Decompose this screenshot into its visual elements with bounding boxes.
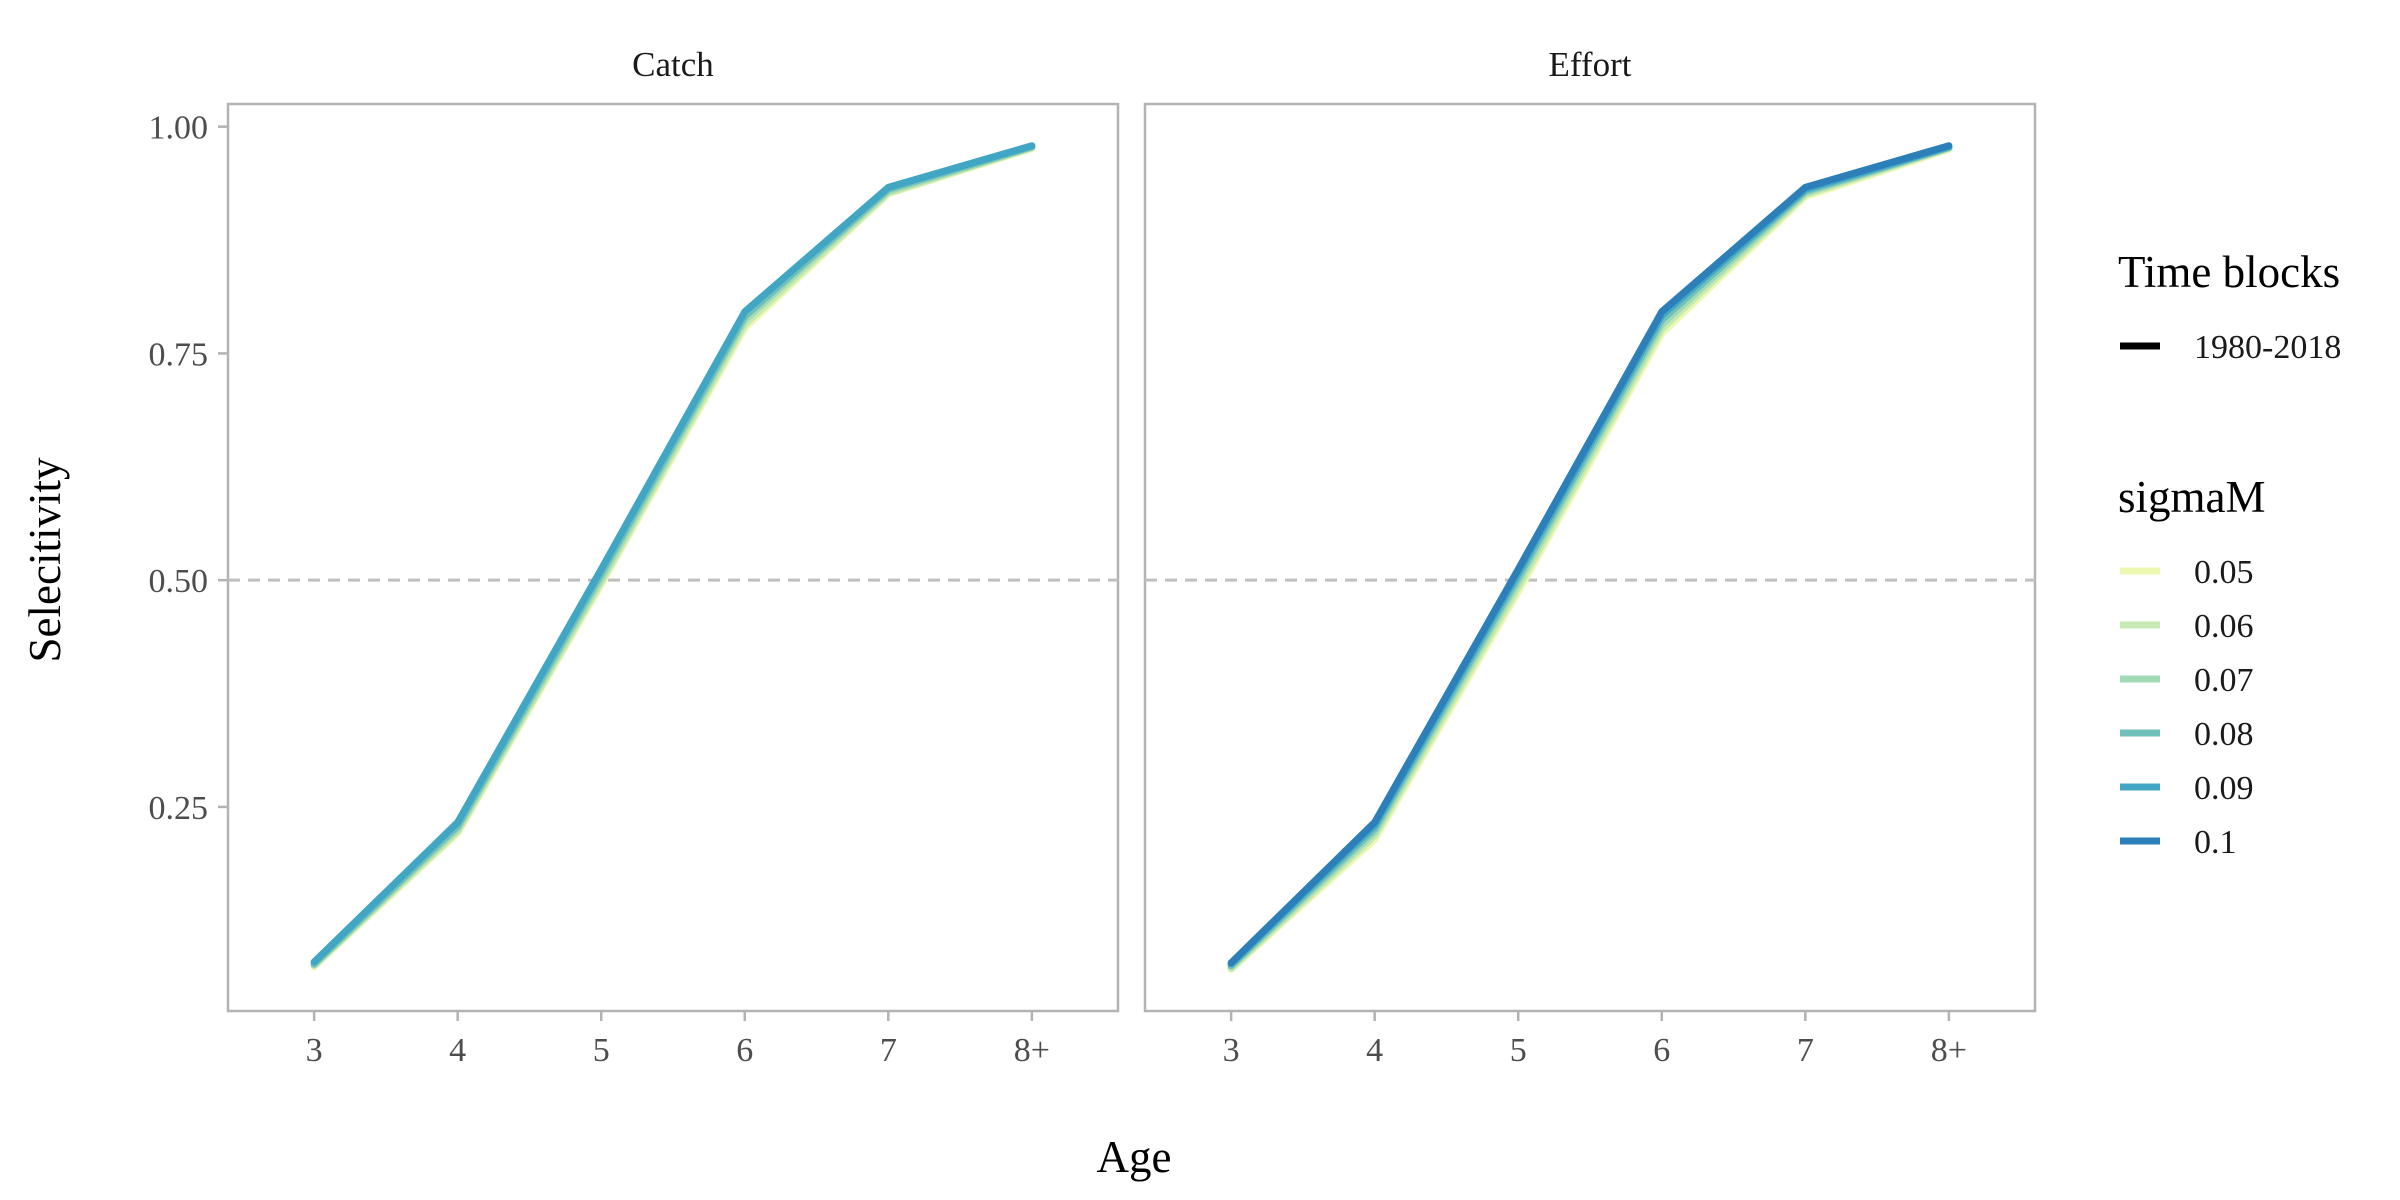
- y-axis-title: Selecitivity: [20, 457, 70, 662]
- series-line-0.05: [310, 144, 1036, 971]
- panel-title: Effort: [1549, 45, 1632, 84]
- legend-label: 1980-2018: [2194, 329, 2341, 366]
- y-tick-label: 1.00: [149, 110, 209, 147]
- y-tick-label: 0.50: [149, 563, 209, 600]
- series-line-0.08: [310, 143, 1036, 968]
- x-axis-title: Age: [1097, 1132, 1172, 1182]
- x-tick-label: 4: [449, 1032, 466, 1069]
- x-tick-label: 8+: [1014, 1032, 1050, 1069]
- panel-catch: Catch 0.25 0.50 0.75 1.00 3 4 5 6 7 8+: [149, 45, 1120, 1069]
- panel-border: [1143, 102, 2037, 1013]
- legend-label: 0.06: [2194, 608, 2254, 645]
- series-line-0.05: [1227, 145, 1953, 973]
- x-tick-label: 7: [880, 1032, 897, 1069]
- series-line-0.1: [1227, 142, 1953, 967]
- series-line-0.09: [310, 142, 1036, 966]
- panel-title: Catch: [632, 45, 714, 84]
- series-line-0.06: [310, 144, 1036, 970]
- legend-label: 0.05: [2194, 554, 2254, 591]
- legend-label: 0.09: [2194, 770, 2254, 807]
- series-line-0.06: [1227, 144, 1953, 972]
- series-line-0.08: [1227, 144, 1953, 970]
- chart-panels: Catch 0.25 0.50 0.75 1.00 3 4 5 6 7 8+ Effort 3 4 5 6 7 8…: [149, 45, 2037, 1069]
- legend-title: sigmaM: [2118, 472, 2266, 522]
- x-tick-label: 3: [1223, 1032, 1240, 1069]
- legend-label: 0.07: [2194, 662, 2254, 699]
- legend-sigmam: sigmaM 0.05 0.06 0.07 0.08 0.09 0.1: [2118, 472, 2266, 861]
- x-tick-label: 4: [1366, 1032, 1383, 1069]
- legend-time-blocks: Time blocks 1980-2018: [2118, 247, 2341, 366]
- legend-label: 0.08: [2194, 716, 2254, 753]
- legend-label: 0.1: [2194, 824, 2237, 861]
- legend: Time blocks 1980-2018 sigmaM 0.05 0.06 0.07 0.…: [2118, 247, 2341, 861]
- x-tick-label: 5: [593, 1032, 610, 1069]
- y-tick-label: 0.75: [149, 336, 209, 373]
- panel-border: [226, 102, 1120, 1013]
- panel-effort: Effort 3 4 5 6 7 8+: [1143, 45, 2037, 1069]
- x-tick-label: 7: [1797, 1032, 1814, 1069]
- series-line-0.07: [310, 144, 1036, 969]
- series-line-0.09: [1227, 143, 1953, 968]
- y-tick-label: 0.25: [149, 790, 209, 827]
- series-line-0.07: [1227, 144, 1953, 971]
- x-tick-label: 6: [1653, 1032, 1670, 1069]
- legend-title: Time blocks: [2118, 247, 2340, 297]
- x-tick-label: 8+: [1931, 1032, 1967, 1069]
- x-tick-label: 3: [306, 1032, 323, 1069]
- x-tick-label: 5: [1510, 1032, 1527, 1069]
- x-tick-label: 6: [736, 1032, 753, 1069]
